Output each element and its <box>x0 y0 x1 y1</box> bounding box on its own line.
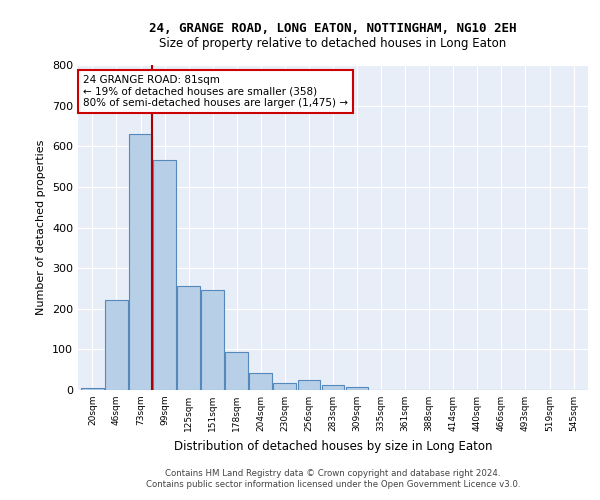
Bar <box>177 286 200 390</box>
Bar <box>274 382 296 390</box>
Bar <box>201 290 224 390</box>
Bar <box>346 387 368 390</box>
Bar <box>250 372 272 390</box>
Text: Size of property relative to detached houses in Long Eaton: Size of property relative to detached ho… <box>160 38 506 51</box>
Bar <box>129 134 152 390</box>
Bar <box>153 160 176 390</box>
Bar <box>322 384 344 390</box>
Bar <box>105 300 128 390</box>
Bar <box>81 388 104 390</box>
X-axis label: Distribution of detached houses by size in Long Eaton: Distribution of detached houses by size … <box>174 440 492 452</box>
Text: Contains public sector information licensed under the Open Government Licence v3: Contains public sector information licen… <box>146 480 520 489</box>
Text: 24 GRANGE ROAD: 81sqm
← 19% of detached houses are smaller (358)
80% of semi-det: 24 GRANGE ROAD: 81sqm ← 19% of detached … <box>83 74 348 108</box>
Text: Contains HM Land Registry data © Crown copyright and database right 2024.: Contains HM Land Registry data © Crown c… <box>165 468 501 477</box>
Bar <box>298 380 320 390</box>
Y-axis label: Number of detached properties: Number of detached properties <box>37 140 46 315</box>
Bar <box>226 352 248 390</box>
Text: 24, GRANGE ROAD, LONG EATON, NOTTINGHAM, NG10 2EH: 24, GRANGE ROAD, LONG EATON, NOTTINGHAM,… <box>149 22 517 36</box>
